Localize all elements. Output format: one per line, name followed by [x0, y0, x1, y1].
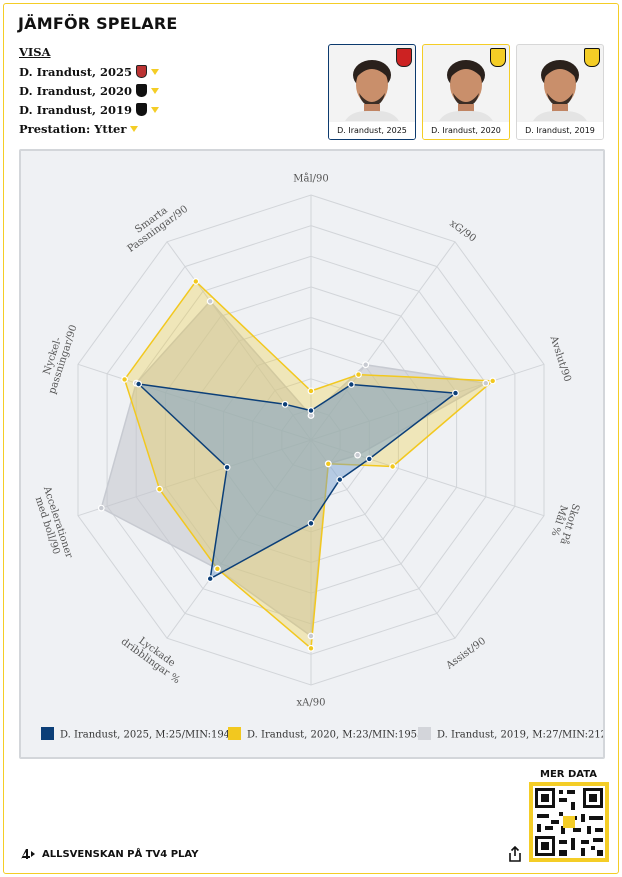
- qr-code-icon: [529, 782, 609, 862]
- radar-data-point[interactable]: [307, 644, 315, 652]
- tv4-logo-icon: [21, 849, 35, 859]
- radar-axis-label: SmartaPassningar/90: [119, 195, 190, 255]
- radar-data-point[interactable]: [365, 455, 373, 463]
- legend-swatch: [41, 727, 54, 740]
- footer-label: ALLSVENSKAN PÅ TV4 PLAY: [42, 848, 199, 860]
- radar-data-point[interactable]: [135, 380, 142, 388]
- radar-axis-label: Lyckadedribblingar %: [119, 627, 188, 686]
- radar-data-point[interactable]: [362, 361, 370, 369]
- share-icon: [509, 845, 521, 862]
- club-badge-icon: [136, 103, 148, 116]
- visa-label: VISA: [19, 45, 51, 59]
- radar-axis-label: Skott PåMål %: [547, 499, 582, 546]
- radar-axis-label: Mål/90: [293, 173, 329, 185]
- chevron-down-icon: [151, 87, 160, 94]
- mer-data-label: MER DATA: [540, 769, 598, 780]
- club-logo-icon: [490, 48, 506, 67]
- radar-data-point[interactable]: [307, 387, 315, 395]
- player-card-2020[interactable]: D. Irandust, 2020: [422, 44, 510, 140]
- radar-axis-label: Assist/90: [444, 636, 488, 672]
- radar-data-point[interactable]: [206, 575, 214, 583]
- radar-data-point[interactable]: [336, 476, 344, 484]
- club-badge-icon: [136, 65, 148, 78]
- player-card-2025[interactable]: D. Irandust, 2025: [328, 44, 416, 140]
- chevron-down-icon: [130, 125, 139, 132]
- player-card-2019[interactable]: D. Irandust, 2019: [516, 44, 604, 140]
- player-card-caption: D. Irandust, 2020: [423, 122, 509, 139]
- chevron-down-icon: [151, 106, 160, 113]
- page-title: JÄMFÖR SPELARE: [18, 14, 178, 33]
- radar-data-point[interactable]: [307, 519, 315, 527]
- radar-data-point[interactable]: [156, 485, 163, 493]
- player-photo-icon: [533, 60, 587, 121]
- player-select-2025[interactable]: D. Irandust, 2025: [19, 62, 160, 81]
- radar-axis-label: Nyckel-passningar/90: [36, 320, 79, 395]
- radar-data-point[interactable]: [389, 463, 397, 470]
- radar-axis-label: Accelerationermed boll/90: [30, 484, 74, 563]
- chevron-down-icon: [151, 68, 160, 75]
- legend-swatch: [228, 727, 241, 740]
- radar-data-point[interactable]: [452, 389, 459, 397]
- radar-axis-label: Avslut/90: [547, 334, 572, 383]
- radar-data-point[interactable]: [97, 504, 105, 512]
- player-cards: D. Irandust, 2025 D. Irandust, 2020 D. I…: [328, 44, 604, 140]
- legend-label: D. Irandust, 2025, M:25/MIN:1940: [60, 730, 236, 741]
- filters-panel: VISA D. Irandust, 2025 D. Irandust, 2020…: [19, 45, 160, 138]
- club-logo-icon: [584, 48, 600, 67]
- player-select-2020[interactable]: D. Irandust, 2020: [19, 81, 160, 100]
- player-select-label: D. Irandust, 2019: [19, 102, 133, 117]
- performance-select[interactable]: Prestation: Ytter: [19, 119, 159, 138]
- radar-data-point[interactable]: [347, 381, 355, 388]
- club-badge-icon: [136, 84, 148, 97]
- radar-data-point[interactable]: [307, 632, 315, 640]
- radar-data-point[interactable]: [482, 379, 490, 387]
- player-card-caption: D. Irandust, 2025: [329, 122, 415, 139]
- qr-code[interactable]: [529, 782, 609, 862]
- legend-label: D. Irandust, 2019, M:27/MIN:2128: [437, 730, 603, 741]
- radar-data-point[interactable]: [192, 277, 200, 285]
- radar-data-point[interactable]: [281, 400, 289, 408]
- radar-data-point[interactable]: [223, 463, 231, 471]
- radar-data-point[interactable]: [354, 451, 362, 459]
- player-select-label: D. Irandust, 2020: [19, 83, 133, 98]
- radar-data-point[interactable]: [489, 377, 497, 385]
- performance-label: Prestation: Ytter: [19, 121, 127, 136]
- club-logo-icon: [396, 48, 412, 67]
- radar-data-point[interactable]: [355, 371, 362, 379]
- radar-data-point[interactable]: [324, 460, 332, 468]
- player-card-caption: D. Irandust, 2019: [517, 122, 603, 139]
- player-photo-icon: [345, 60, 399, 121]
- radar-data-point[interactable]: [307, 407, 315, 415]
- radar-axis-label: xA/90: [297, 698, 326, 709]
- legend-label: D. Irandust, 2020, M:23/MIN:1955: [247, 730, 423, 741]
- player-photo-icon: [439, 60, 493, 121]
- footer-link[interactable]: ALLSVENSKAN PÅ TV4 PLAY: [20, 848, 198, 860]
- radar-chart-panel: Mål/90 xG/90 Avslut/90 Skott PåMål % Assist/…: [19, 149, 614, 759]
- share-button[interactable]: [508, 845, 522, 866]
- player-select-label: D. Irandust, 2025: [19, 64, 133, 79]
- legend-swatch: [418, 727, 431, 740]
- radar-data-point[interactable]: [121, 375, 128, 383]
- radar-data-point[interactable]: [213, 565, 221, 573]
- radar-data-point[interactable]: [206, 297, 214, 305]
- radar-spoke: [310, 439, 456, 639]
- player-select-2019[interactable]: D. Irandust, 2019: [19, 100, 160, 119]
